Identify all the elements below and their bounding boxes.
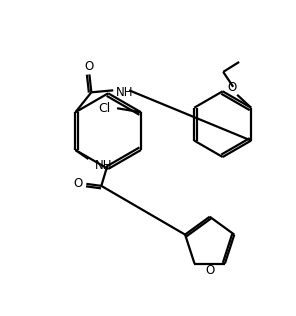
Text: O: O (74, 177, 83, 190)
Text: Cl: Cl (98, 102, 110, 115)
Text: NH: NH (95, 160, 113, 173)
Text: O: O (205, 264, 214, 277)
Text: NH: NH (116, 86, 134, 99)
Text: O: O (228, 81, 237, 94)
Text: O: O (85, 60, 94, 73)
